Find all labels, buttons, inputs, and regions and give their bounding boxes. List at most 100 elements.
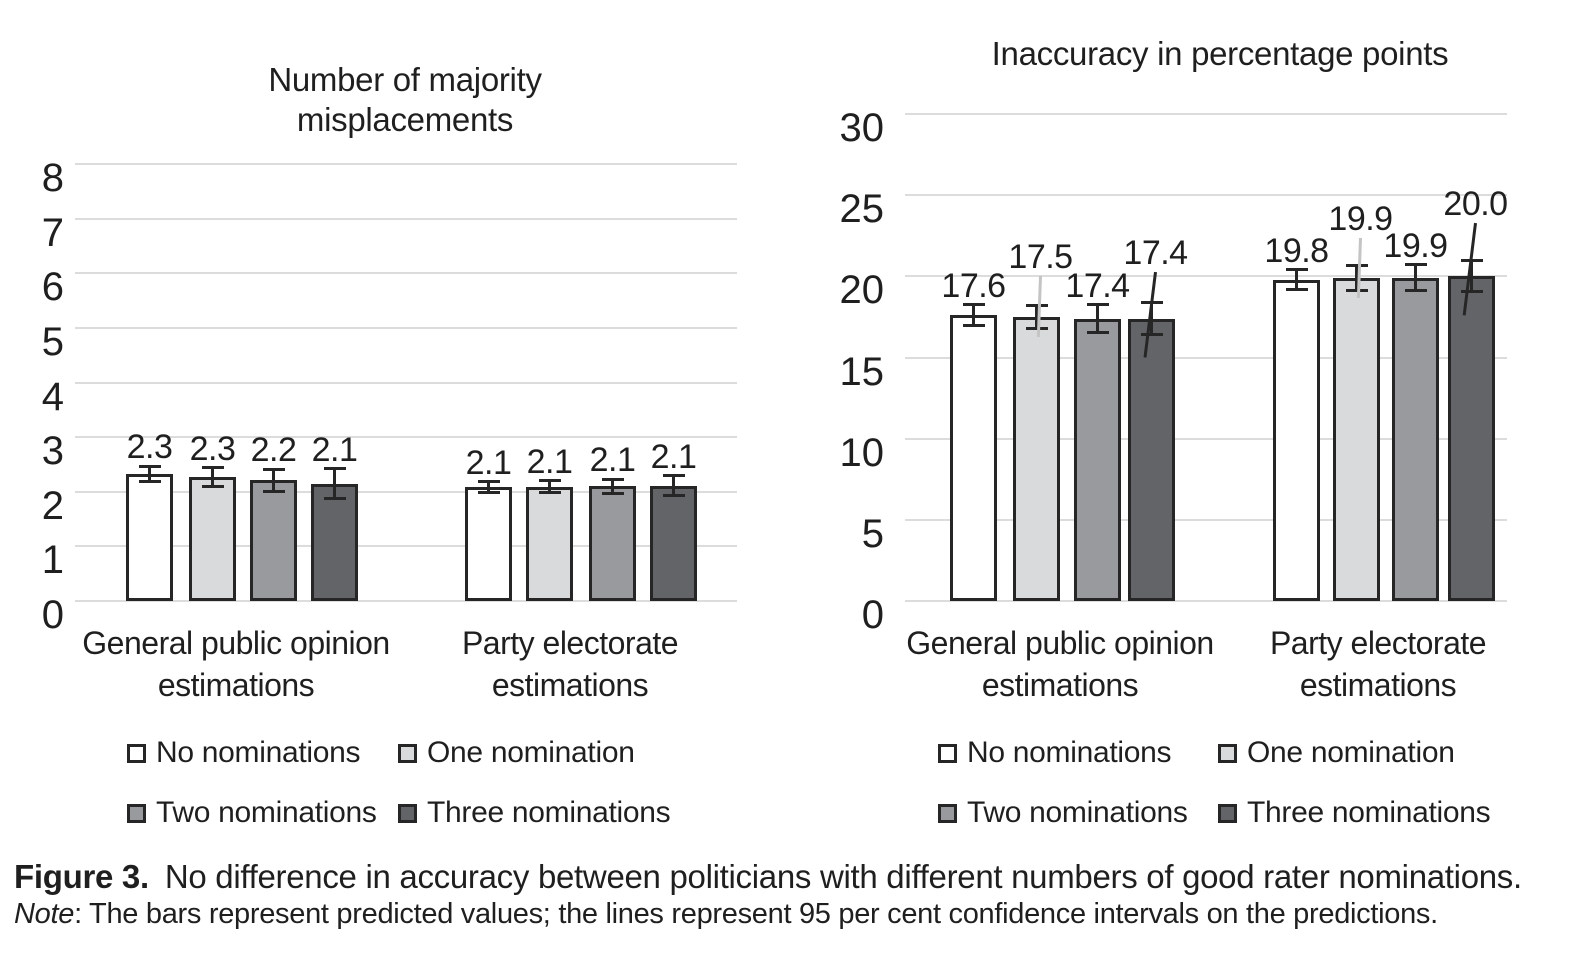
bar-two-nominations — [1392, 277, 1439, 601]
error-bar-cap-bottom — [538, 491, 561, 495]
gridline — [75, 272, 737, 275]
bar-three-nominations — [1448, 276, 1495, 601]
y-tick-label: 7 — [41, 210, 64, 255]
data-label: 17.6 — [941, 266, 1006, 305]
bar-two-nominations — [1074, 318, 1121, 601]
error-bar — [672, 475, 675, 496]
error-bar — [148, 466, 151, 482]
bar-three-nominations — [650, 485, 697, 601]
y-tick-label: 5 — [41, 319, 64, 364]
legend-swatch-one-nomination — [398, 743, 417, 763]
error-bar-cap-top — [1025, 304, 1048, 308]
chart-title: Inaccuracy in percentage points — [991, 35, 1449, 72]
error-bar-cap-bottom — [323, 496, 346, 500]
legend-label-two-nominations: Two nominations — [156, 796, 377, 829]
error-bar-cap-top — [138, 464, 161, 468]
legend-label-two-nominations: Two nominations — [967, 796, 1188, 829]
y-tick-label: 0 — [861, 593, 884, 637]
legend-item: No nominations — [938, 736, 1172, 769]
error-bar — [211, 467, 214, 487]
gridline — [75, 436, 737, 439]
category-label: estimations — [1299, 667, 1457, 703]
error-bar-cap-bottom — [1460, 290, 1483, 294]
gridline — [75, 326, 737, 329]
gridline — [905, 356, 1507, 359]
error-bar-cap-bottom — [962, 324, 985, 328]
bar-three-nominations — [311, 483, 358, 601]
gridline — [905, 600, 1507, 602]
y-tick-label: 30 — [839, 106, 885, 150]
error-bar-cap-top — [1086, 303, 1109, 307]
gridline — [905, 518, 1507, 521]
y-tick-label: 5 — [861, 511, 884, 556]
error-bar-cap-top — [323, 467, 346, 471]
bar-two-nominations — [250, 480, 297, 601]
y-tick-label: 10 — [839, 430, 885, 475]
legend-label-one-nomination: One nomination — [1247, 736, 1455, 769]
error-bar-cap-top — [1404, 263, 1427, 267]
error-bar-cap-top — [477, 480, 500, 484]
error-bar-cap-bottom — [477, 491, 500, 495]
data-label: 2.1 — [311, 430, 358, 469]
data-label: 2.1 — [465, 443, 512, 482]
figure-note-text: : The bars represent predicted values; t… — [74, 898, 1438, 930]
error-bar-cap-bottom — [1404, 289, 1427, 293]
y-tick-label: 15 — [839, 349, 885, 394]
bar-one-nomination — [526, 486, 573, 601]
category-label: General public opinion — [906, 625, 1214, 661]
error-bar-cap-top — [538, 479, 561, 483]
error-bar-cap-bottom — [201, 484, 224, 488]
figure-caption-label: Figure 3. — [14, 858, 149, 895]
data-label: 2.2 — [250, 431, 297, 470]
y-tick-label: 6 — [41, 265, 64, 310]
error-bar-cap-top — [262, 467, 285, 471]
data-label: 2.3 — [126, 428, 173, 467]
data-label: 17.4 — [1123, 234, 1188, 273]
legend-item: Three nominations — [1218, 796, 1491, 829]
data-label: 2.1 — [650, 437, 697, 476]
legend-swatch-two-nominations — [127, 803, 146, 823]
y-tick-label: 20 — [839, 268, 885, 313]
error-bar-cap-top — [201, 466, 224, 470]
gridline — [75, 545, 737, 548]
error-bar — [1035, 305, 1038, 329]
figure-note: Note: The bars represent predicted value… — [14, 898, 1438, 931]
legend-swatch-two-nominations — [938, 803, 957, 823]
y-tick-label: 4 — [41, 374, 64, 419]
data-label: 17.4 — [1065, 266, 1130, 305]
gridline — [905, 275, 1507, 278]
gridline — [75, 381, 737, 384]
y-tick-label: 3 — [41, 429, 64, 474]
legend-swatch-no-nominations — [938, 743, 957, 763]
legend-swatch-one-nomination — [1218, 743, 1237, 763]
figure-note-label: Note — [14, 898, 75, 930]
figure-caption-text: No difference in accuracy between politi… — [164, 858, 1522, 895]
category-label: Party electorate — [461, 625, 679, 661]
legend-label-three-nominations: Three nominations — [1247, 796, 1491, 829]
error-bar-cap-bottom — [1140, 333, 1163, 337]
data-label: 2.3 — [189, 429, 236, 468]
y-tick-label: 1 — [41, 538, 64, 583]
error-bar — [272, 469, 275, 492]
gridline — [75, 163, 737, 165]
category-label: estimations — [981, 667, 1139, 703]
error-bar — [972, 304, 975, 326]
legend-swatch-three-nominations — [1218, 803, 1237, 823]
error-bar-cap-top — [962, 303, 985, 307]
legend-label-no-nominations: No nominations — [156, 736, 361, 769]
y-tick-label: 8 — [41, 156, 64, 200]
data-label: 19.8 — [1264, 231, 1329, 270]
bar-one-nomination — [1333, 277, 1380, 601]
data-label: 2.1 — [526, 442, 573, 481]
bar-no-nominations — [465, 487, 512, 601]
error-bar-cap-bottom — [1086, 330, 1109, 334]
y-tick-label: 2 — [41, 483, 64, 528]
gridline — [905, 113, 1507, 115]
error-bar-cap-bottom — [262, 489, 285, 493]
error-bar-cap-top — [601, 477, 624, 481]
legend-swatch-three-nominations — [398, 803, 417, 823]
bar-two-nominations — [589, 486, 636, 601]
figure-caption: Figure 3. No difference in accuracy betwe… — [14, 858, 1522, 896]
category-label: Party electorate — [1269, 625, 1487, 661]
y-tick-label: 0 — [41, 593, 64, 637]
